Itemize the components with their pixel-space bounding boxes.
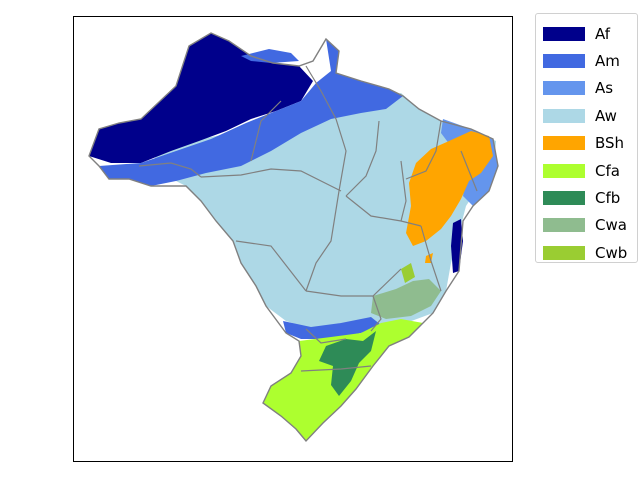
legend-swatch-am [543,54,585,69]
climate-zone-af [89,33,313,163]
legend-item-aw: Aw [543,102,637,129]
legend-label-cwa: Cwa [595,216,627,235]
climate-zone-am [99,39,403,186]
country-outline [88,32,499,443]
legend-item-bsh: BSh [543,130,637,157]
legend-label-cwb: Cwb [595,243,628,262]
legend-swatch-as [543,81,585,96]
legend-swatch-cwb [543,245,585,260]
legend-label-cfb: Cfb [595,189,621,208]
legend-item-af: Af [543,20,637,47]
legend-label-am: Am [595,52,620,71]
state-borders [138,65,478,372]
legend-item-cwb: Cwb [543,239,637,266]
legend-item-cfa: Cfa [543,157,637,184]
climate-zone-am-south [283,317,381,339]
legend-swatch-cfb [543,191,585,206]
climate-zone-am-north [241,49,299,63]
climate-map [88,32,499,443]
legend-label-af: Af [595,24,611,43]
legend-item-cwa: Cwa [543,212,637,239]
climate-zone-bsh [406,131,493,246]
climate-zone-cwb [401,263,415,283]
legend-item-as: As [543,75,637,102]
legend-item-cfb: Cfb [543,184,637,211]
legend-label-bsh: BSh [595,134,625,153]
map-frame [73,16,513,462]
legend: Af Am As Aw BSh Cfa Cfb Cwa Cwb [535,13,638,263]
legend-swatch-cwa [543,218,585,233]
legend-label-cfa: Cfa [595,161,620,180]
legend-swatch-cfa [543,163,585,178]
legend-label-as: As [595,79,614,98]
legend-item-am: Am [543,47,637,74]
climate-zone-cfb [319,331,376,396]
legend-swatch-bsh [543,136,585,151]
legend-label-aw: Aw [595,106,617,125]
climate-zone-cwa [371,279,441,319]
legend-swatch-af [543,26,585,41]
legend-swatch-aw [543,108,585,123]
